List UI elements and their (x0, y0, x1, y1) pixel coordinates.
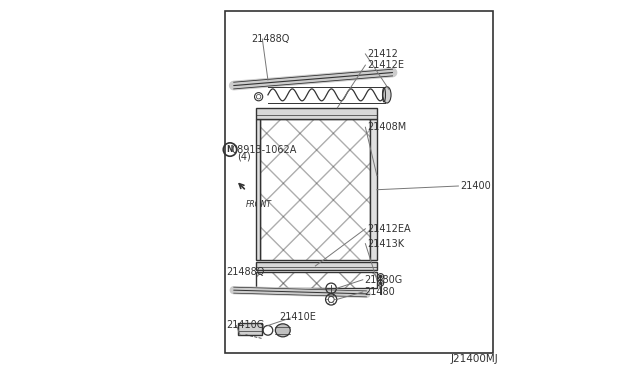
Ellipse shape (383, 87, 391, 103)
Bar (260, 119, 370, 260)
Text: 21400: 21400 (461, 181, 492, 191)
Bar (370, 119, 377, 260)
Bar (238, 323, 262, 335)
Text: 21488Q: 21488Q (251, 34, 289, 44)
Bar (260, 119, 370, 260)
Text: 21480: 21480 (365, 287, 396, 297)
Bar (256, 272, 377, 288)
Text: 21410E: 21410E (279, 312, 316, 322)
Text: 21412E: 21412E (367, 60, 404, 70)
Bar (225, 11, 493, 353)
Circle shape (379, 282, 382, 285)
Text: 21412EA: 21412EA (367, 224, 411, 234)
Text: 21412: 21412 (367, 49, 398, 59)
Text: 21488Q: 21488Q (226, 267, 264, 276)
Text: 21408M: 21408M (367, 122, 406, 132)
Bar (256, 272, 377, 288)
Text: 21410G: 21410G (226, 320, 264, 330)
Text: FRONT: FRONT (246, 200, 271, 209)
Text: N: N (227, 145, 233, 154)
Bar (260, 119, 370, 260)
Bar (256, 119, 260, 260)
Bar (256, 262, 377, 270)
Ellipse shape (275, 324, 291, 337)
Text: 21413K: 21413K (367, 239, 404, 248)
Text: (4): (4) (237, 152, 251, 162)
Text: 21480G: 21480G (365, 275, 403, 285)
Bar (256, 272, 377, 288)
Text: J21400MJ: J21400MJ (450, 354, 498, 364)
Circle shape (379, 275, 382, 278)
Bar (256, 108, 377, 119)
Text: 08913-1062A: 08913-1062A (232, 145, 297, 154)
